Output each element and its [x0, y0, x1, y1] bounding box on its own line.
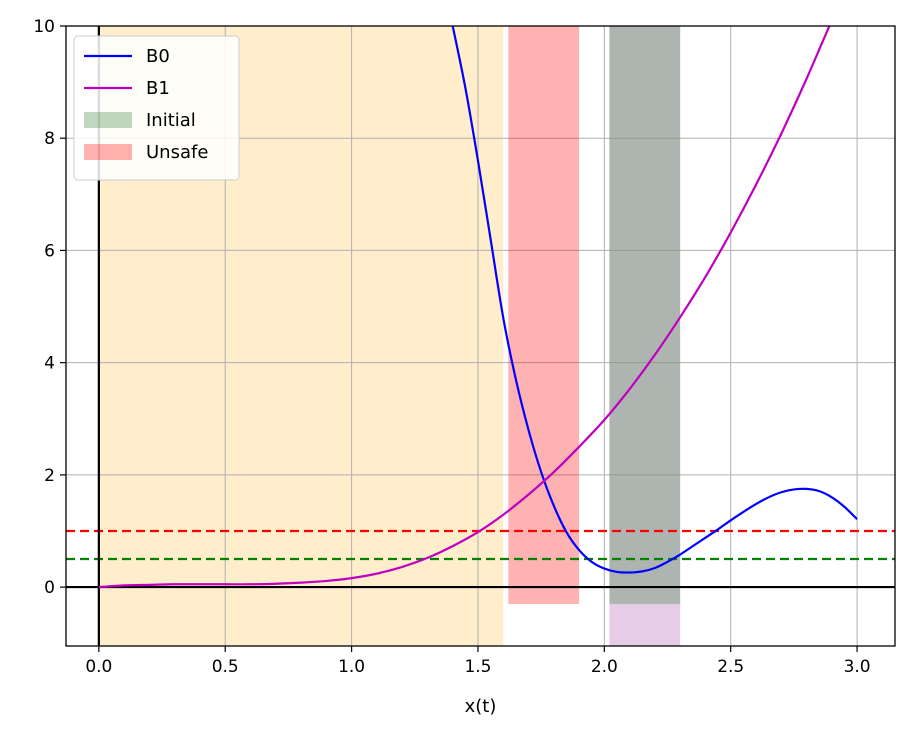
legend-label-initial: Initial	[146, 110, 196, 131]
plot-frame	[65, 25, 896, 647]
x-tick-label-5: 2.5	[717, 657, 744, 677]
y-tick-label-5: 10	[33, 17, 55, 37]
x-tick-label-6: 3.0	[844, 657, 871, 677]
x-tick-label-1: 0.5	[212, 657, 239, 677]
y-tick-label-2: 4	[44, 354, 55, 374]
x-tick-label-0: 0.0	[85, 657, 112, 677]
plot-border	[65, 25, 896, 647]
x-axis-ticks: 0.0 0.5 1.0 1.5 2.0 2.5 3.0	[85, 646, 871, 677]
y-tick-label-4: 8	[44, 129, 55, 149]
x-tick-label-4: 2.0	[591, 657, 618, 677]
y-tick-label-1: 2	[44, 466, 55, 486]
series-line-b0	[451, 26, 858, 574]
y-tick-label-3: 6	[44, 241, 55, 261]
legend: B0 B1 Initial Unsafe	[73, 35, 240, 181]
y-axis-ticks: 0 2 4 6 8 10	[33, 17, 66, 598]
region-initial	[609, 26, 681, 604]
legend-label-b1: B1	[146, 78, 170, 99]
legend-label-b0: B0	[146, 46, 170, 67]
x-tick-label-2: 1.0	[338, 657, 365, 677]
series-line-b1	[98, 26, 831, 589]
x-axis-label: x(t)	[465, 696, 497, 717]
x-tick-label-3: 1.5	[464, 657, 491, 677]
region-unsafe	[508, 26, 580, 604]
series-lines	[98, 26, 858, 589]
shaded-regions	[508, 26, 681, 604]
y-tick-label-0: 0	[44, 578, 55, 598]
legend-box	[73, 35, 240, 181]
legend-label-unsafe: Unsafe	[146, 142, 208, 163]
legend-swatch-unsafe	[84, 144, 132, 160]
legend-swatch-initial	[84, 112, 132, 128]
